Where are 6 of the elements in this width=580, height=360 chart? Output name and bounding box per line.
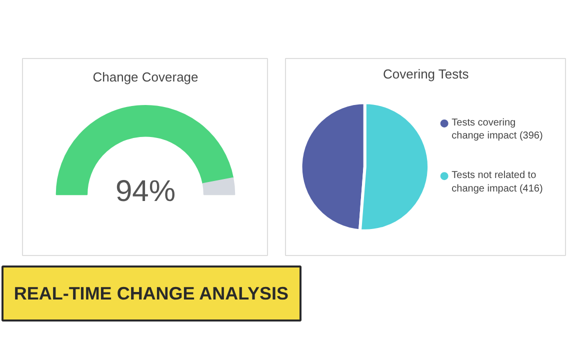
- chart-title: Change Coverage: [92, 70, 198, 85]
- chart-title: Covering Tests: [383, 66, 470, 82]
- text: REAL-TIME CHANGE ANALYSIS: [14, 284, 289, 304]
- legend-label: Tests covering change impact (396): [452, 117, 543, 142]
- legend-label: Tests not related to change impact (416): [452, 170, 543, 194]
- text: 94%: [115, 175, 176, 208]
